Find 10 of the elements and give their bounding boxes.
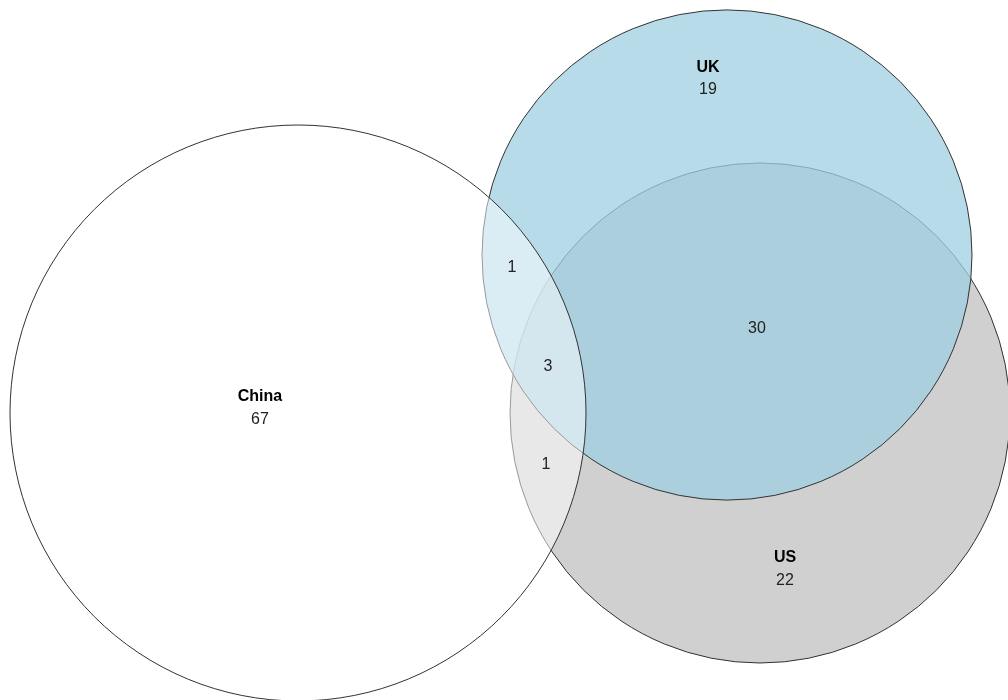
text: 1 xyxy=(507,258,517,275)
data-label: 67 xyxy=(251,410,269,427)
data-label: 22 xyxy=(776,571,794,588)
text: 30 xyxy=(748,319,766,336)
category-label: UK xyxy=(696,58,720,75)
text: 1 xyxy=(541,455,551,472)
text: 3 xyxy=(543,357,553,374)
category-label: US xyxy=(773,548,797,565)
category-label: China xyxy=(237,387,283,404)
data-label: 19 xyxy=(699,80,717,97)
